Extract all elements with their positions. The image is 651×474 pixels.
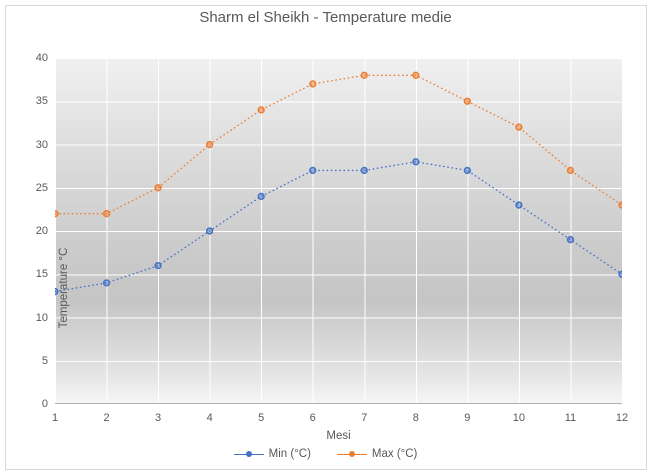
data-point: [412, 158, 420, 166]
data-point: [566, 166, 575, 175]
x-tick-label: 12: [615, 412, 629, 424]
y-tick-label: 15: [35, 268, 48, 281]
y-tick-label: 0: [41, 398, 48, 410]
y-tick-label: 35: [35, 95, 48, 108]
data-point: [309, 166, 317, 175]
x-tick-label: 1: [51, 412, 59, 424]
data-point: [309, 80, 317, 88]
x-tick-label: 7: [361, 412, 368, 424]
data-point: [154, 184, 162, 192]
x-tick-label: 2: [103, 412, 110, 424]
chart-legend: Min (°C) Max (°C): [0, 448, 651, 460]
legend-label: Max (°C): [371, 448, 418, 460]
data-point: [618, 270, 622, 278]
x-tick-label: 4: [206, 412, 213, 424]
legend-item-max: Max (°C): [336, 448, 418, 460]
data-point: [257, 106, 265, 114]
y-tick-label: 10: [35, 311, 48, 324]
x-axis-title: Mesi: [326, 430, 351, 442]
x-tick-label: 5: [258, 412, 265, 424]
data-point: [360, 71, 368, 79]
legend-marker-icon: [336, 450, 367, 458]
y-tick-label: 20: [35, 225, 48, 237]
legend-label: Min (°C): [268, 448, 311, 460]
data-point: [566, 236, 575, 244]
data-point: [515, 123, 523, 131]
data-point: [102, 210, 111, 218]
legend-item-min: Min (°C): [233, 448, 311, 460]
x-tick-label: 8: [412, 412, 419, 424]
y-tick-label: 30: [35, 138, 48, 151]
data-point: [205, 140, 214, 149]
x-tick-label: 10: [512, 412, 526, 424]
data-point: [205, 227, 214, 235]
x-tick-label: 11: [564, 412, 577, 424]
data-point: [55, 287, 59, 296]
y-axis-title: Temperature °C: [58, 247, 70, 329]
plot-area: Temperature °C: [55, 58, 622, 404]
legend-marker-icon: [233, 450, 264, 458]
data-point: [515, 201, 523, 209]
data-point: [463, 97, 472, 105]
y-tick-label: 5: [41, 354, 48, 367]
x-tick-label: 6: [309, 412, 316, 424]
y-tick-label: 40: [35, 52, 48, 64]
plot-canvas: [55, 58, 622, 404]
data-point: [154, 261, 162, 270]
x-tick-label: 9: [464, 412, 471, 424]
y-tick-label: 25: [35, 181, 48, 194]
data-point: [618, 201, 622, 209]
data-point: [55, 210, 59, 218]
chart-title: Sharm el Sheikh - Temperature medie: [199, 9, 452, 26]
data-point: [360, 166, 368, 175]
x-tick-label: 3: [155, 412, 162, 424]
series-line-min: [55, 161, 622, 293]
data-point: [463, 166, 472, 175]
data-point: [412, 71, 420, 79]
data-point: [102, 279, 111, 287]
data-point: [257, 192, 265, 201]
